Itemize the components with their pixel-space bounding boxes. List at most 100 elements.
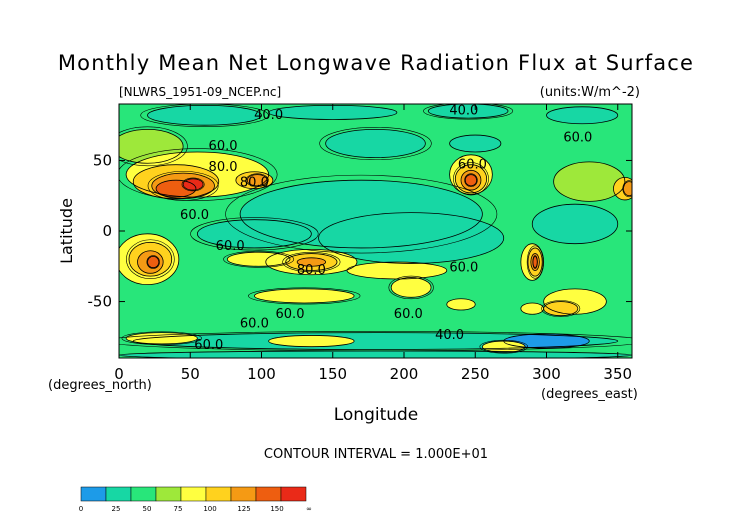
field-region (297, 257, 326, 267)
x-tick-label: 300 (532, 365, 561, 383)
field-region (325, 129, 426, 158)
field-region (197, 219, 312, 248)
contour-line (460, 169, 482, 191)
x-tick-label: 250 (461, 365, 490, 383)
contour-line (137, 250, 164, 274)
contour-label: 60.0 (216, 239, 245, 254)
field-region (546, 106, 618, 124)
contour-line (390, 277, 432, 298)
units-label: (units:W/m^-2) (540, 85, 640, 100)
contour-label: 80.0 (209, 160, 238, 175)
contour-label: 60.0 (276, 307, 305, 322)
contour-line (427, 104, 509, 119)
colorbar-label: 50 (143, 505, 152, 513)
contour-line (453, 162, 489, 196)
colorbar-swatch (155, 486, 182, 502)
contour-line (147, 255, 160, 269)
field-region (465, 174, 477, 186)
field-region (254, 288, 355, 303)
contour-label: 40.0 (254, 108, 283, 123)
contour-line (464, 174, 478, 187)
contour-line (190, 217, 319, 251)
field-region (268, 105, 397, 120)
field-region (391, 277, 432, 298)
field-region (532, 256, 538, 268)
contour-line (546, 106, 619, 125)
contour-line (282, 252, 341, 273)
contour-line (527, 247, 543, 277)
contour-line (248, 287, 361, 305)
field-region (623, 181, 632, 196)
contour-line (520, 302, 545, 315)
contour-label: 60.0 (449, 260, 478, 275)
field-region (126, 332, 198, 344)
heatmap-field (119, 104, 632, 358)
contour-line (265, 248, 358, 276)
contour-label: 40.0 (435, 328, 464, 343)
x-tick-label: 350 (603, 365, 632, 383)
field-region (543, 301, 578, 316)
contour-line (119, 129, 184, 164)
x-tick-label: 50 (181, 365, 200, 383)
contour-line (268, 335, 355, 348)
contour-line (246, 174, 268, 187)
colorbar-label: 0 (79, 505, 83, 513)
colorbar-swatch (230, 486, 257, 502)
field-region (520, 302, 544, 315)
contour-line (239, 179, 483, 249)
contour-label: 80.0 (240, 176, 269, 191)
contour-label: 60.0 (209, 139, 238, 154)
field-region (532, 204, 618, 244)
contour-line (151, 172, 215, 199)
y-tick-label: -50 (88, 293, 113, 311)
colorbar-label: 100 (203, 505, 216, 513)
contour-line (253, 288, 355, 304)
contour-line (119, 350, 632, 358)
contour-line (325, 128, 426, 159)
contour-line (553, 161, 626, 202)
y-tick-label: 0 (102, 222, 112, 240)
contour-line (449, 154, 493, 195)
contour-line (541, 300, 581, 318)
contour-line (126, 239, 175, 279)
contour-line (446, 298, 476, 311)
contour-line (225, 174, 498, 254)
field-region (446, 298, 476, 311)
colorbar-swatch (280, 486, 307, 502)
field-region (503, 334, 590, 349)
colorbar-label: 25 (112, 505, 121, 513)
contour-line (388, 275, 434, 300)
x-axis-label: Longitude (334, 405, 419, 425)
field-region (247, 174, 268, 186)
field-region (227, 252, 290, 267)
contour-line (423, 104, 514, 120)
contour-line (121, 331, 202, 346)
contour-line (235, 171, 274, 190)
colorbar: 0 25 50 75 100 125 150 ∞ (79, 486, 312, 513)
field-region (147, 105, 262, 126)
contour-line (119, 233, 180, 286)
contour-line (481, 340, 526, 353)
field-region (268, 335, 355, 347)
x-unit-label: (degrees_east) (541, 387, 638, 402)
contour-line (623, 181, 632, 197)
contour-label: 60.0 (563, 130, 592, 145)
colorbar-swatch (180, 486, 207, 502)
contour-line (531, 203, 619, 245)
contour-label: 60.0 (394, 307, 423, 322)
contour-line (319, 126, 432, 161)
contour-line (285, 253, 338, 271)
field-region (347, 262, 447, 279)
contour-line (622, 180, 632, 198)
colorbar-swatch (80, 486, 107, 502)
contour-label: 60.0 (458, 157, 487, 172)
contour-line (182, 178, 204, 191)
contour-line (520, 243, 545, 281)
contour-label: 60.0 (180, 208, 209, 223)
contour-line (530, 253, 540, 271)
field-region (147, 256, 159, 268)
contour-line (613, 176, 632, 201)
contour-label: 40.0 (449, 104, 478, 119)
x-tick-label: 150 (318, 365, 347, 383)
